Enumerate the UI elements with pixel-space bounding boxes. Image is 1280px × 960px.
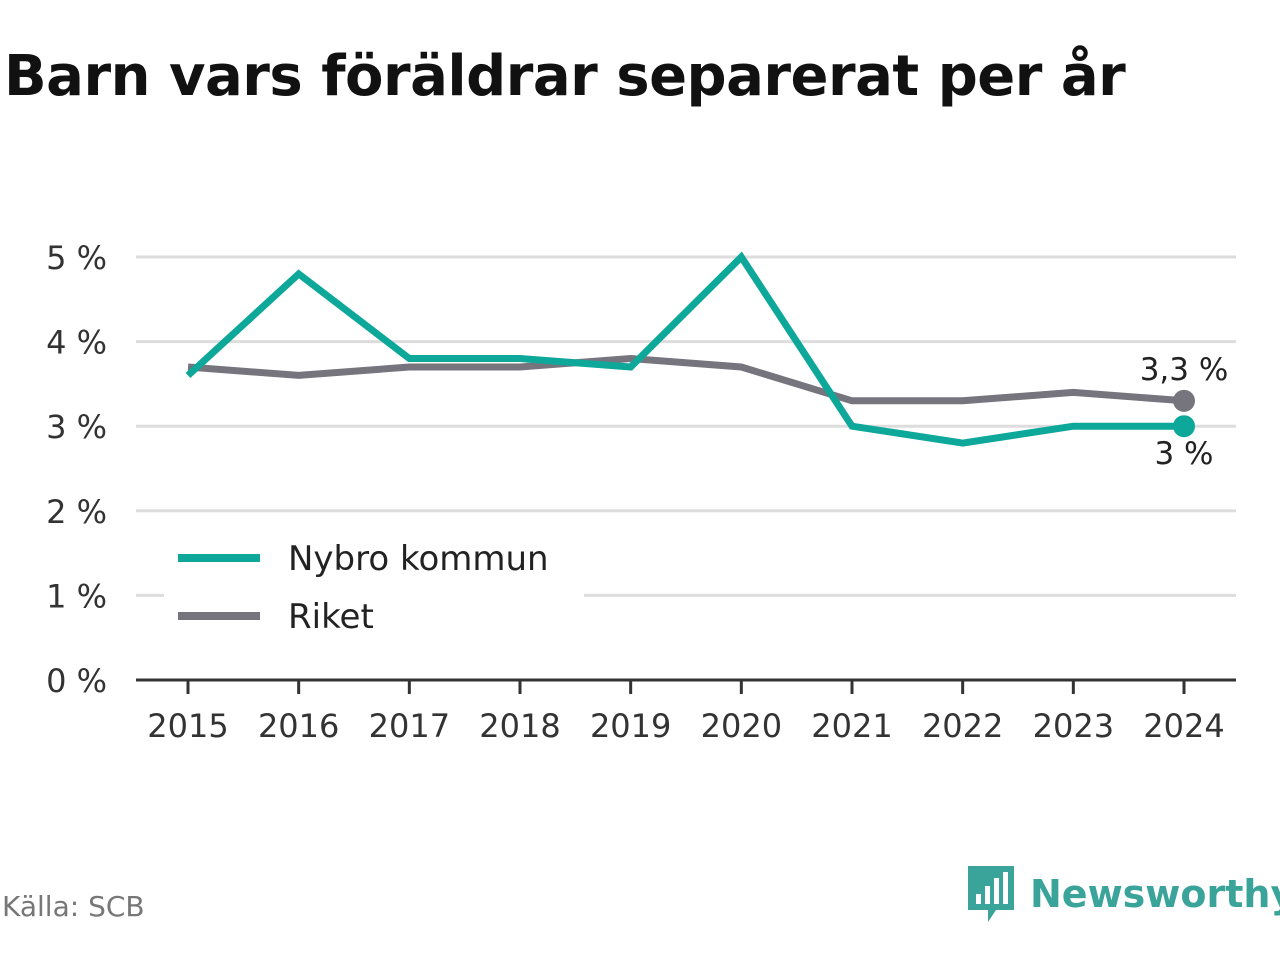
x-tick-label: 2024: [1143, 707, 1224, 745]
end-point-marker: [1173, 389, 1195, 412]
x-tick-label: 2022: [922, 707, 1003, 745]
legend-label: Riket: [288, 597, 374, 637]
end-point-marker: [1173, 415, 1195, 438]
y-tick-label: 2 %: [46, 493, 107, 531]
series-line: [187, 354, 1185, 405]
end-labels: 3 % 3,3 %: [1140, 352, 1229, 472]
x-tick-label: 2019: [590, 707, 671, 745]
legend: Nybro kommun Riket: [164, 528, 584, 638]
y-tick-label: 3 %: [46, 408, 107, 446]
source-note: Källa: SCB: [2, 890, 145, 923]
end-value-label: 3,3 %: [1140, 352, 1229, 388]
x-tick-label: 2023: [1033, 707, 1114, 745]
chart-title: Barn vars föräldrar separerat per år: [4, 44, 1126, 109]
x-tick-label: 2020: [701, 707, 782, 745]
series-lines: [185, 251, 1185, 447]
brand-name: Newsworthy: [1030, 872, 1280, 916]
end-value-label: 3 %: [1154, 436, 1213, 472]
y-tick-label: 1 %: [46, 577, 107, 615]
x-tick-label: 2017: [369, 707, 450, 745]
brand-logo: Newsworthy: [966, 864, 1280, 924]
x-tick-label: 2018: [479, 707, 560, 745]
series-line: [185, 251, 1184, 447]
x-axis: 2015 2016 2017 2018 2019 2020 2021 2022 2023 2024: [136, 678, 1236, 745]
x-tick-label: 2015: [147, 707, 228, 745]
legend-label: Nybro kommun: [288, 539, 549, 579]
y-tick-label: 0 %: [46, 662, 107, 700]
y-axis-ticks: 0 % 1 % 2 % 3 % 4 % 5 %: [46, 239, 107, 700]
y-tick-label: 4 %: [46, 324, 107, 362]
x-tick-label: 2016: [258, 707, 339, 745]
x-tick-label: 2021: [811, 707, 892, 745]
newsworthy-logo-icon: [968, 866, 1014, 922]
y-tick-label: 5 %: [46, 239, 107, 277]
